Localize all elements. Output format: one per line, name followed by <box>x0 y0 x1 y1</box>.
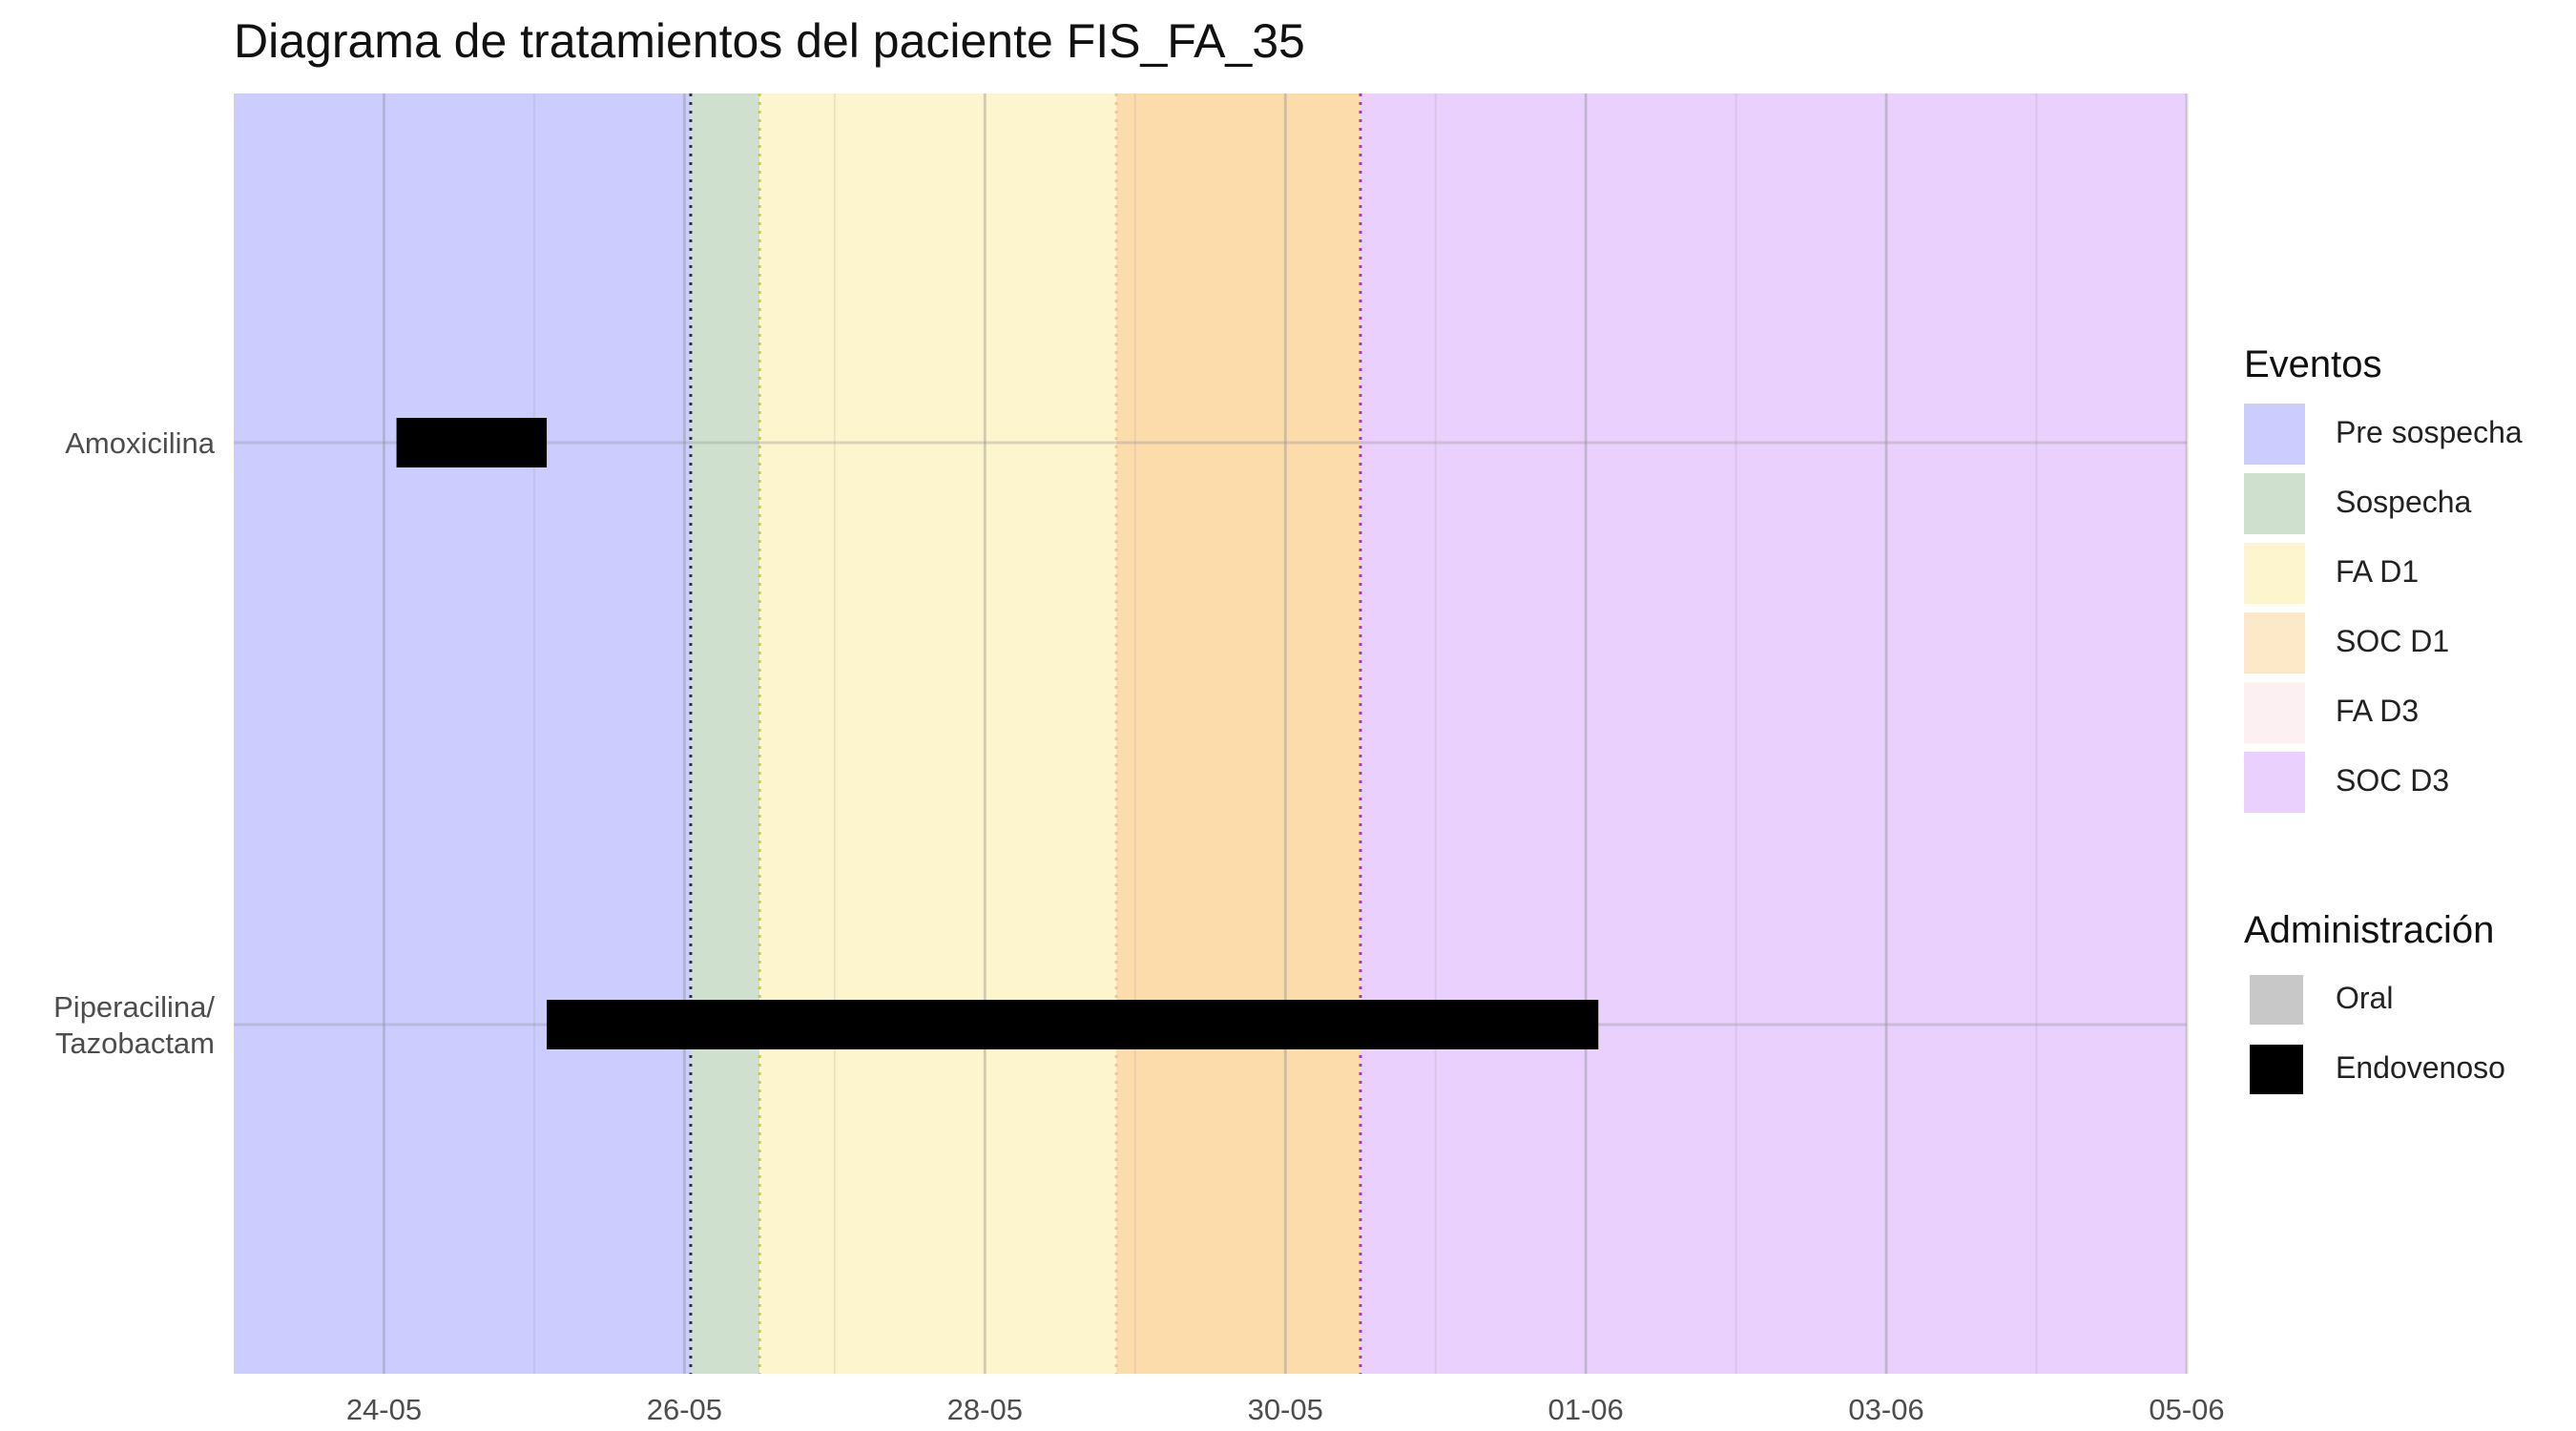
legend-administracion-title: Administración <box>2244 909 2495 951</box>
legend-eventos-item: FA D3 <box>2244 682 2568 743</box>
y-tick-label: Piperacilina/Tazobactam <box>53 990 215 1060</box>
event-band-pre-sospecha <box>234 93 691 1374</box>
legend-eventos-key <box>2244 682 2305 743</box>
legend-administracion-item: Endovenoso <box>2244 1039 2568 1100</box>
legend-eventos: Eventos Pre sospecha Sospecha FA D1 SOC D1 F… <box>2244 343 2523 813</box>
legend-eventos-label: FA D3 <box>2336 694 2420 728</box>
x-tick-label: 01-06 <box>1548 1393 1624 1426</box>
legend-eventos-title: Eventos <box>2244 343 2382 385</box>
legend-eventos-label: Pre sospecha <box>2336 415 2523 449</box>
legend-administracion: Administración Oral Endovenoso <box>2244 909 2505 1094</box>
event-band-soc-d1 <box>1116 93 1361 1374</box>
x-tick-label: 26-05 <box>647 1393 722 1426</box>
legend-administracion-key <box>2250 975 2303 1025</box>
legend-administracion-key <box>2250 1045 2303 1094</box>
legend-eventos-item: Pre sospecha <box>2244 404 2568 465</box>
y-tick-label: Amoxicilina <box>65 426 216 460</box>
legend-eventos-label: SOC D3 <box>2336 763 2450 798</box>
legend-eventos-label: SOC D1 <box>2336 624 2450 658</box>
treatment-bar <box>547 1000 1599 1049</box>
legend-eventos-key <box>2244 404 2305 465</box>
chart-title: Diagrama de tratamientos del paciente FI… <box>234 14 1305 68</box>
legend-eventos-label: Sospecha <box>2336 485 2472 519</box>
x-tick-label: 28-05 <box>947 1393 1023 1426</box>
legend-eventos-item: FA D1 <box>2244 543 2568 604</box>
legend-eventos-label: FA D1 <box>2336 554 2420 589</box>
event-band-fa-d1 <box>759 93 1117 1374</box>
legend-eventos-item: SOC D3 <box>2244 752 2568 813</box>
x-tick-label: 24-05 <box>346 1393 422 1426</box>
legend-eventos-item: SOC D1 <box>2244 612 2568 674</box>
legend-eventos-key <box>2244 473 2305 534</box>
x-tick-label: 30-05 <box>1248 1393 1323 1426</box>
legend-eventos-key <box>2244 752 2305 813</box>
legend-eventos-key <box>2244 612 2305 674</box>
legend-eventos-key <box>2244 543 2305 604</box>
legend-administracion-label: Oral <box>2336 981 2394 1015</box>
legend-administracion-label: Endovenoso <box>2336 1050 2505 1085</box>
x-tick-label: 03-06 <box>1848 1393 1923 1426</box>
treatment-bar <box>396 418 548 467</box>
legend-eventos-item: Sospecha <box>2244 473 2568 534</box>
legend-administracion-item: Oral <box>2244 969 2568 1030</box>
x-tick-label: 05-06 <box>2149 1393 2224 1426</box>
event-band-sospecha <box>690 93 760 1374</box>
event-band-soc-d3 <box>1360 93 2187 1374</box>
